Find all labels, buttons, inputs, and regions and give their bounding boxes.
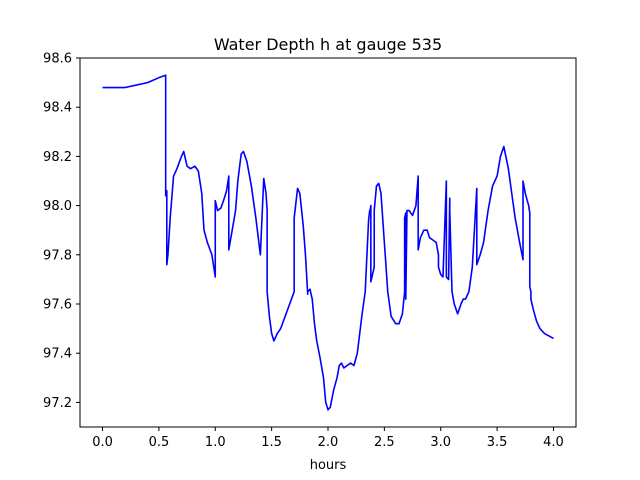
x-axis-label: hours (310, 458, 347, 473)
y-axis: 97.2 97.4 97.6 97.8 98.0 98.2 98.4 98.6 (43, 52, 80, 411)
x-tick-label: 1.0 (205, 435, 226, 450)
x-tick-label: 1.5 (261, 435, 282, 450)
y-tick-label: 98.6 (43, 52, 72, 67)
x-tick-label: 3.0 (430, 435, 451, 450)
y-tick-label: 97.4 (43, 347, 72, 362)
y-tick-label: 97.8 (43, 248, 72, 263)
y-tick-label: 98.0 (43, 199, 72, 214)
water-depth-line (102, 74, 554, 411)
y-tick-label: 97.6 (43, 298, 72, 313)
x-tick-label: 2.0 (318, 435, 339, 450)
x-tick-label: 4.0 (543, 435, 564, 450)
x-axis: 0.0 0.5 1.0 1.5 2.0 2.5 3.0 3.5 4.0 (92, 427, 564, 450)
y-tick-label: 98.4 (43, 101, 72, 116)
x-tick-label: 0.0 (92, 435, 113, 450)
x-tick-label: 3.5 (487, 435, 508, 450)
y-tick-label: 97.2 (43, 396, 72, 411)
x-tick-label: 2.5 (374, 435, 395, 450)
chart-title: Water Depth h at gauge 535 (214, 35, 442, 54)
x-tick-label: 0.5 (149, 435, 170, 450)
series-layer (102, 74, 554, 411)
y-tick-label: 98.2 (43, 150, 72, 165)
